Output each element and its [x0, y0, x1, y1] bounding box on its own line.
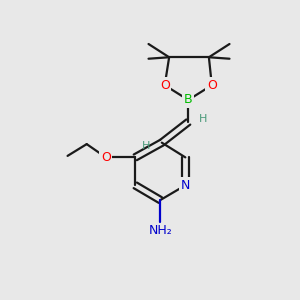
Text: O: O	[101, 151, 111, 164]
Text: O: O	[160, 79, 170, 92]
Text: N: N	[181, 179, 190, 192]
Text: O: O	[207, 79, 217, 92]
Text: H: H	[199, 114, 207, 124]
Text: H: H	[142, 141, 151, 151]
Text: B: B	[184, 93, 193, 106]
Text: NH₂: NH₂	[148, 224, 172, 237]
